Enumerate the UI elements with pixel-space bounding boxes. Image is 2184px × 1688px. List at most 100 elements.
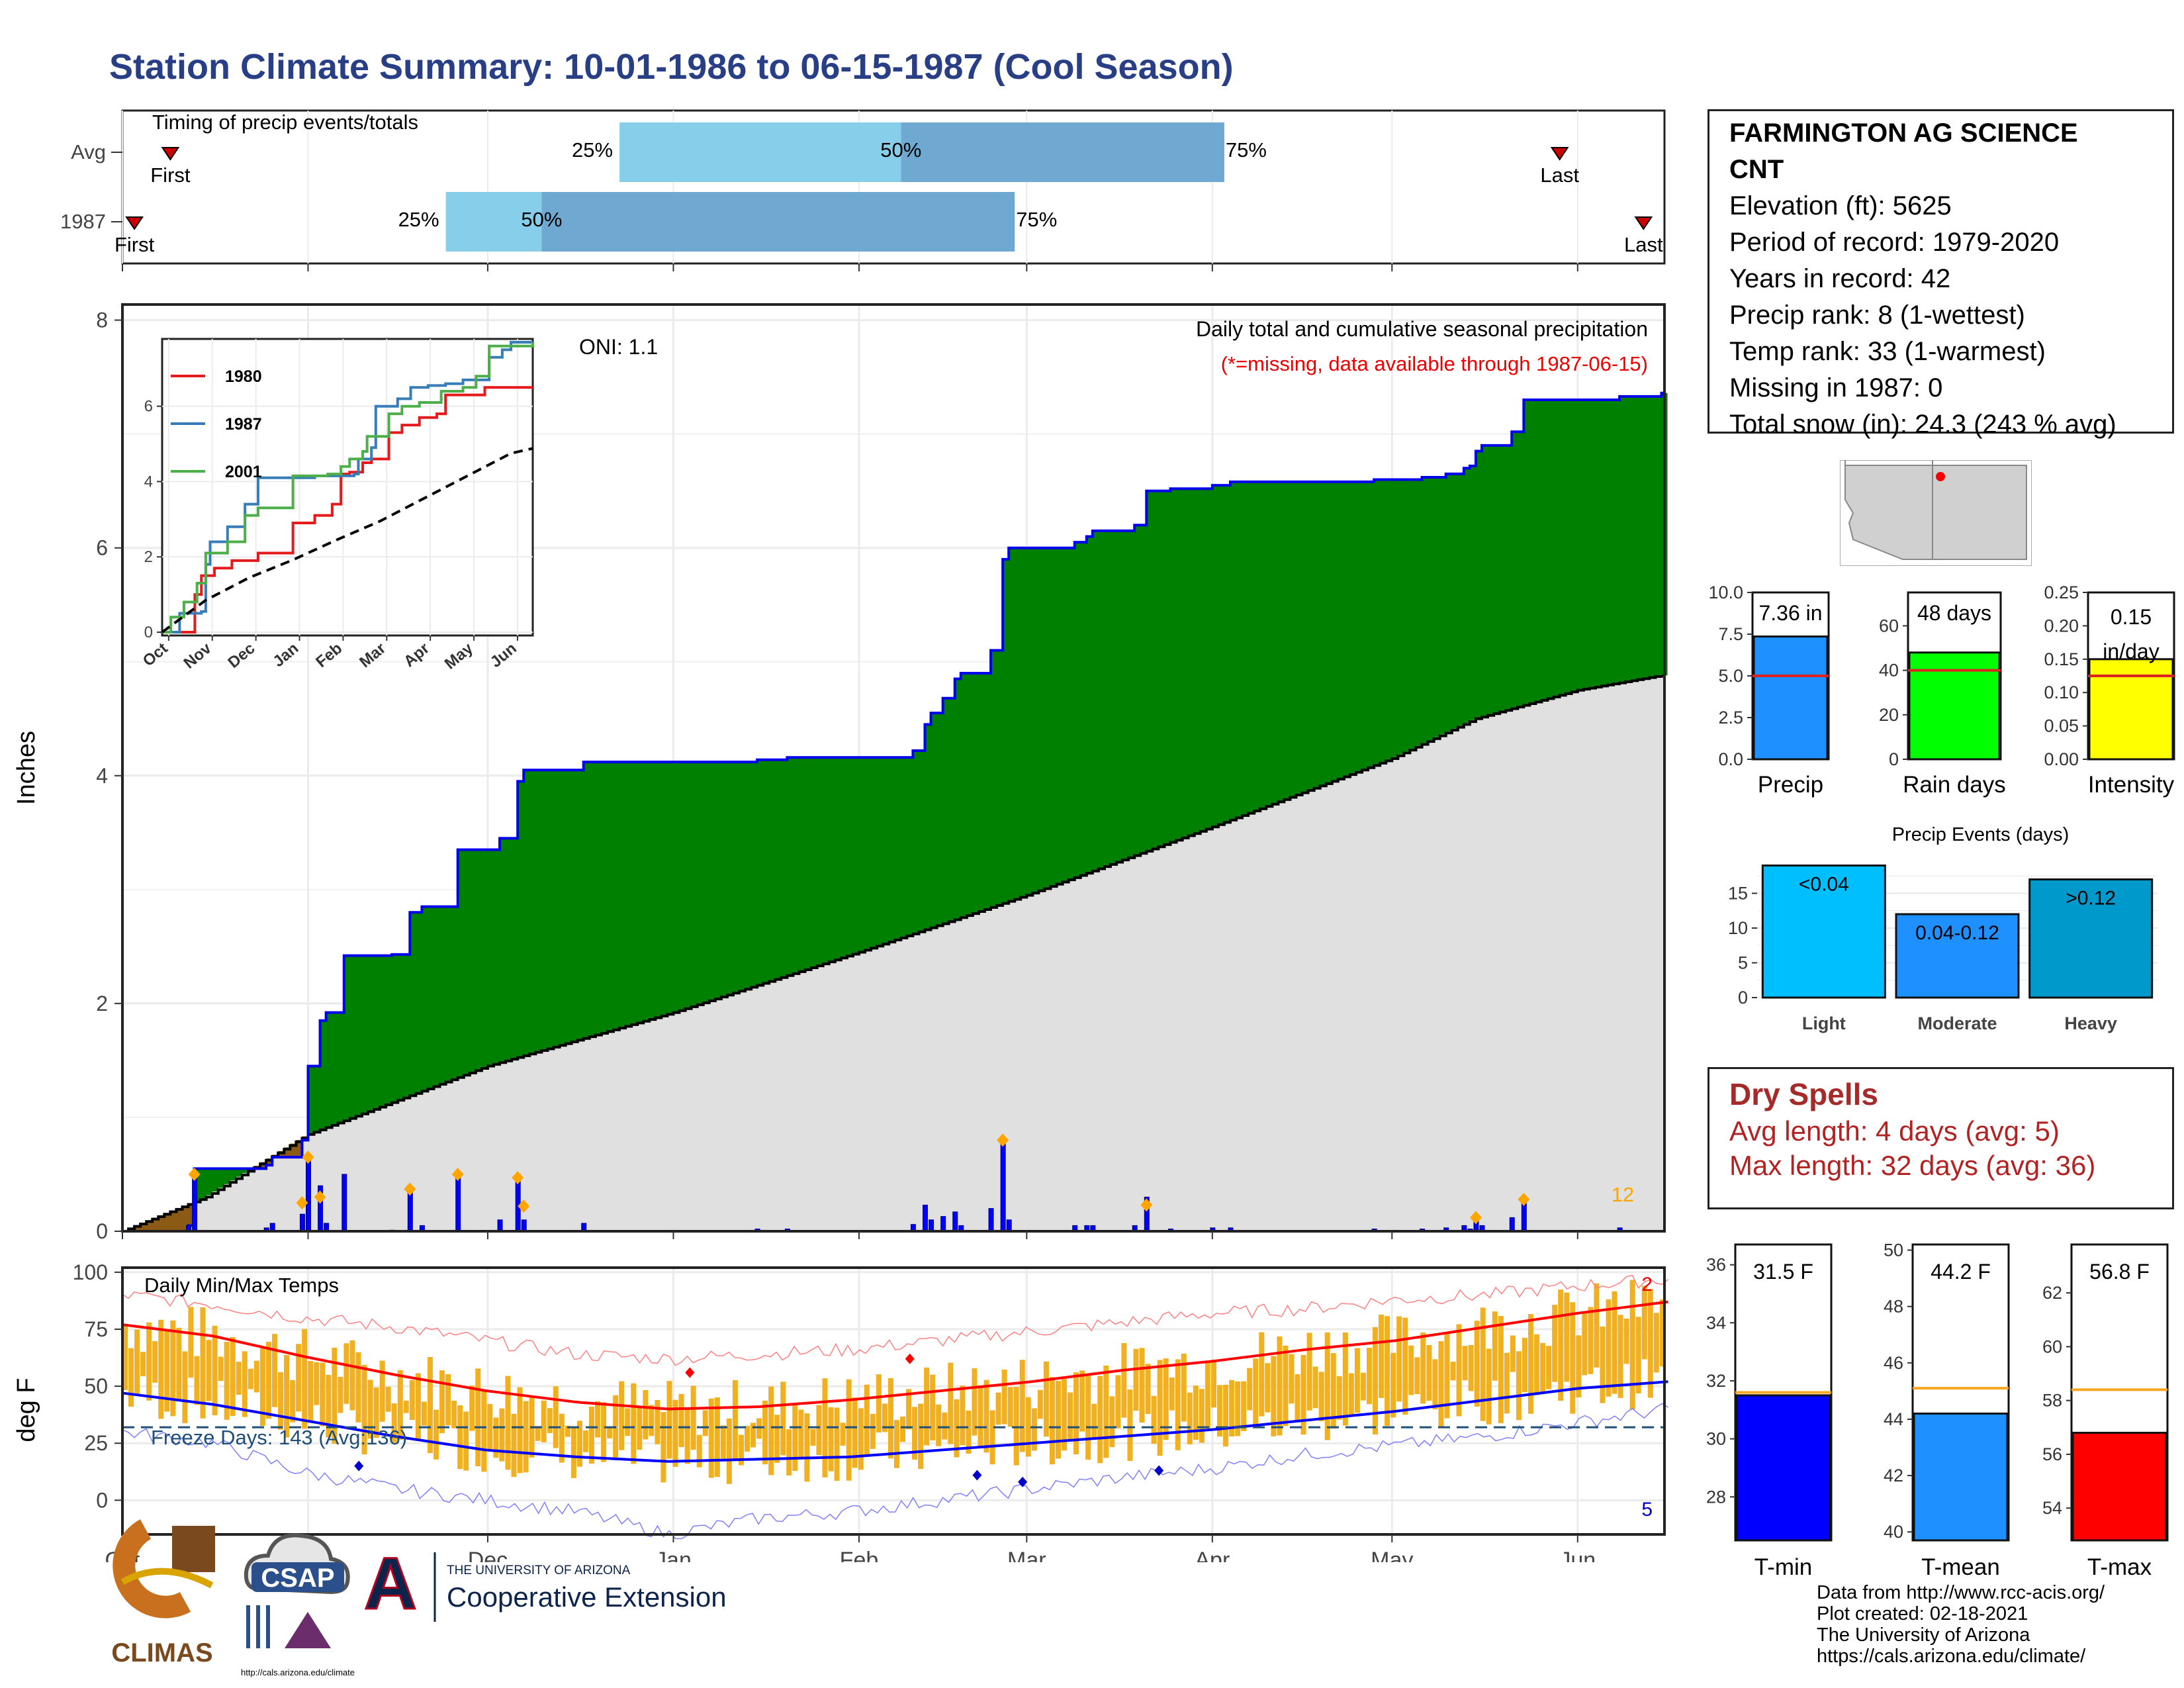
summary-y-tick-label: 0 xyxy=(1889,749,1899,769)
tempsum-value-label: 44.2 F xyxy=(1931,1260,1991,1284)
tempsum-name: T-min xyxy=(1754,1554,1813,1580)
daily-precip-bar xyxy=(988,1208,994,1232)
timing-last-label: Last xyxy=(1624,233,1663,256)
precip-y-tick-label: 4 xyxy=(96,764,108,788)
summary-y-tick-label: 60 xyxy=(1879,616,1899,635)
tempsum-y-tick-label: 36 xyxy=(1706,1255,1726,1275)
tempsum-y-tick-label: 32 xyxy=(1706,1371,1726,1391)
summary-value-label: 7.36 in xyxy=(1758,601,1822,625)
tempsum-y-tick-label: 42 xyxy=(1884,1466,1903,1485)
summary-value-label: 0.15 xyxy=(2111,605,2152,629)
summary-name: Intensity xyxy=(2088,772,2175,798)
summary-name: Rain days xyxy=(1903,772,2006,798)
snow-marker xyxy=(518,1199,530,1213)
credit-university: The University of Arizona xyxy=(1817,1624,2030,1646)
locator-map xyxy=(1840,460,2032,566)
inset-series-1980 xyxy=(162,386,533,633)
events-bar-heavy xyxy=(2028,878,2154,999)
precip-chart: 0 2 4 6 8 Inches Daily total and cumulative se… xyxy=(13,303,1668,1243)
temp-y-tick-label: 75 xyxy=(84,1317,108,1341)
precip-y-tick-label: 8 xyxy=(96,308,108,332)
precip-y-tick-label: 6 xyxy=(96,536,108,560)
events-title: Precip Events (days) xyxy=(1892,824,2070,845)
daily-precip-bar xyxy=(1006,1219,1012,1232)
average-cumulative-line xyxy=(122,674,1665,1233)
climas-text: CLIMAS xyxy=(111,1638,212,1667)
snow-marker xyxy=(512,1171,524,1185)
record-low-marker xyxy=(354,1460,364,1472)
record-low-count: 5 xyxy=(1641,1499,1653,1521)
record-high-marker xyxy=(685,1367,695,1378)
summary-y-tick-label: 0.0 xyxy=(1718,749,1743,769)
station-name-cont: CNT xyxy=(1729,155,1784,184)
daily-precip-bar xyxy=(455,1174,461,1232)
timing-last-label: Last xyxy=(1540,164,1579,187)
summary-value-label: 48 days xyxy=(1917,601,1991,625)
precip-y-axis-label: Inches xyxy=(13,731,40,805)
logo-strip: CLIMAS CSAP http://cals.arizona.edu/clim… xyxy=(106,1513,741,1688)
temp-summary-bars: 28 30 32 34 36 31.5 F T-min 40 42 44 46 48 50 44.2 F T… xyxy=(1706,1241,2169,1580)
events-y-tick-label: 0 xyxy=(1738,988,1748,1008)
inset-y-tick-label: 0 xyxy=(144,624,153,641)
temp-y-tick-label: 0 xyxy=(96,1488,108,1512)
timing-first-label: First xyxy=(114,233,155,256)
summary-bars: 0.0 2.5 5.0 7.5 10.0 7.36 in Precip 0 20 40 60 48 d… xyxy=(1708,583,2175,798)
tempsum-y-tick-label: 56 xyxy=(2042,1444,2062,1464)
snow-marker xyxy=(1518,1192,1530,1206)
tempsum-y-tick-label: 60 xyxy=(2042,1336,2062,1356)
timing-title: Timing of precip events/totals xyxy=(152,111,418,134)
inset-y-tick-label: 6 xyxy=(144,398,153,416)
timing-bar-25-50 xyxy=(619,122,901,182)
ua-letter: A xyxy=(364,1543,416,1624)
tempsum-bar xyxy=(1913,1412,2009,1542)
tempsum-y-tick-label: 54 xyxy=(2042,1498,2062,1518)
tempsum-y-tick-label: 50 xyxy=(1884,1241,1903,1260)
tempsum-y-tick-label: 34 xyxy=(1706,1313,1726,1333)
climas-logo: CLIMAS xyxy=(111,1519,215,1667)
station-period: Period of record: 1979-2020 xyxy=(1729,228,2060,257)
tempsum-bar xyxy=(1735,1394,1831,1542)
record-low-marker xyxy=(972,1470,982,1481)
timing-first-label: First xyxy=(150,164,191,187)
daily-precip-bar xyxy=(1000,1139,1006,1232)
summary-value-unit: in/day xyxy=(2103,639,2159,663)
month-axis-label: Mar xyxy=(1007,1548,1046,1562)
dry-spells-max: Max length: 32 days (avg: 36) xyxy=(1729,1150,2096,1181)
precip-y-tick-label: 0 xyxy=(96,1219,108,1243)
summary-y-tick-label: 0.20 xyxy=(2044,616,2079,635)
credit-url: https://cals.arizona.edu/climate/ xyxy=(1817,1646,2086,1667)
timing-row-label: Avg xyxy=(71,140,106,164)
station-elevation: Elevation (ft): 5625 xyxy=(1729,191,1952,220)
ua-name: THE UNIVERSITY OF ARIZONA xyxy=(447,1564,631,1577)
snow-marker xyxy=(188,1167,201,1181)
inset-series-average xyxy=(161,447,533,633)
snow-marker xyxy=(302,1150,314,1164)
credit-plot-created: Plot created: 02-18-2021 xyxy=(1817,1603,2028,1624)
timing-chart: Timing of precip events/totals 25% 50% 75% F… xyxy=(60,109,1666,271)
events-y-tick-label: 15 xyxy=(1728,884,1748,904)
summary-y-tick-label: 0.15 xyxy=(2044,649,2079,669)
precip-chart-title: Daily total and cumulative seasonal prec… xyxy=(1196,317,1648,341)
summary-bar xyxy=(1908,651,2001,761)
month-axis-label: Dec xyxy=(468,1548,508,1562)
snow-marker xyxy=(1469,1211,1482,1225)
events-bin-label: 0.04-0.12 xyxy=(1915,922,1999,944)
station-missing: Missing in 1987: 0 xyxy=(1729,373,1943,402)
record-low-marker xyxy=(1154,1465,1164,1476)
events-category-label: Heavy xyxy=(2064,1013,2117,1033)
dry-spells-box: Dry Spells Avg length: 4 days (avg: 5) M… xyxy=(1707,1067,2174,1209)
credit-data-source: Data from http://www.rcc-acis.org/ xyxy=(1817,1582,2105,1603)
record-high-marker xyxy=(905,1353,915,1364)
tempsum-y-tick-label: 58 xyxy=(2042,1391,2062,1411)
inset-legend-label: 1987 xyxy=(225,415,262,434)
tempsum-name: T-mean xyxy=(1921,1554,2000,1580)
daily-precip-bar xyxy=(192,1174,198,1232)
timing-label-50: 50% xyxy=(521,208,562,231)
temp-frame xyxy=(121,1266,1666,1536)
summary-y-tick-label: 10.0 xyxy=(1708,583,1743,602)
summary-bar xyxy=(1752,635,1829,761)
average-cumulative-area xyxy=(122,675,1664,1231)
tempsum-y-tick-label: 62 xyxy=(2042,1283,2062,1303)
snow-marker xyxy=(997,1133,1009,1147)
csap-url: http://cals.arizona.edu/climate xyxy=(241,1667,355,1677)
